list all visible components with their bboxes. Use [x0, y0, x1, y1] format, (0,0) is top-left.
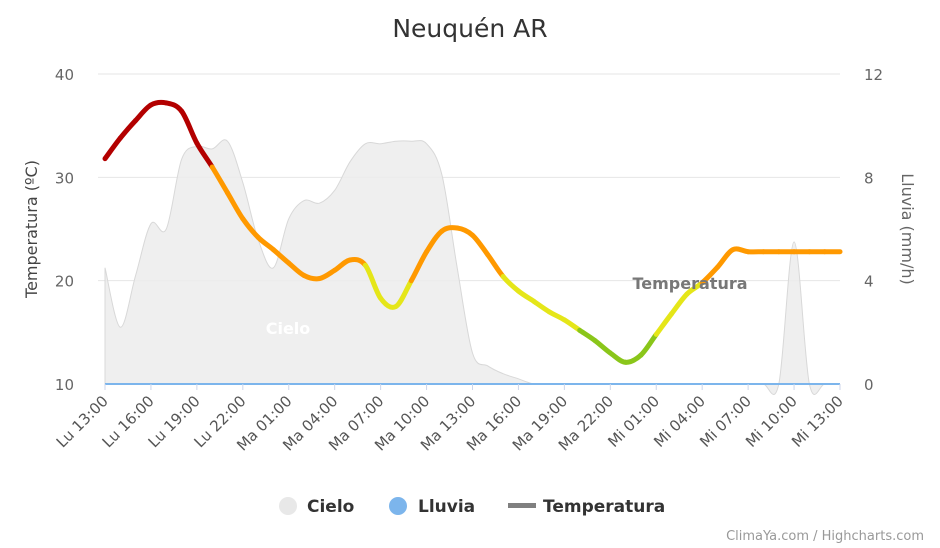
cielo-area-path: [104, 139, 840, 395]
y-left-tick-label: 20: [55, 273, 74, 291]
legend-label-temperatura: Temperatura: [543, 497, 665, 517]
temperatura-segment: [715, 247, 736, 270]
legend-symbol-lluvia: [389, 497, 407, 515]
y-right-tick-label: 12: [864, 66, 883, 84]
cielo-area: [104, 139, 840, 395]
temperatura-segment: [179, 108, 200, 146]
temperatura-segment: [102, 135, 123, 162]
temperatura-segment: [500, 274, 521, 294]
temperatura-segment: [133, 102, 154, 123]
temperatura-segment: [531, 298, 552, 315]
temperatura-segment: [592, 338, 613, 356]
temperatura-segment: [408, 249, 430, 284]
legend-item-lluvia[interactable]: Lluvia: [389, 497, 475, 517]
y-left-tick-label: 30: [55, 169, 74, 187]
y-axis-left-ticks: 10 20 30 40: [55, 66, 74, 394]
legend-label-lluvia: Lluvia: [418, 497, 475, 517]
y-right-tick-label: 0: [864, 376, 874, 394]
y-axis-left-label: Temperatura (ºC): [22, 160, 41, 299]
temperatura-line: [102, 99, 843, 365]
legend-symbol-cielo: [279, 497, 297, 515]
temperatura-segment: [561, 317, 583, 333]
y-axis-right-label: Lluvia (mm/h): [898, 173, 917, 285]
y-left-tick-label: 10: [55, 376, 74, 394]
legend-symbol-temperatura: [508, 503, 536, 508]
credits: ClimaYa.com / Highcharts.com: [726, 529, 924, 544]
series-label-temperatura: Temperatura: [632, 274, 747, 293]
temperatura-segment: [515, 288, 537, 304]
temperatura-segment: [485, 252, 506, 279]
chart-title: Neuquén AR: [392, 14, 547, 43]
legend-item-cielo[interactable]: Cielo: [279, 497, 354, 517]
temperatura-segment: [117, 118, 139, 141]
temperatura-segment: [546, 309, 567, 323]
y-left-tick-label: 40: [55, 66, 74, 84]
legend-item-temperatura[interactable]: Temperatura: [508, 497, 665, 517]
legend: Cielo Lluvia Temperatura: [279, 497, 665, 517]
series-label-cielo: Cielo: [266, 319, 311, 338]
y-right-tick-label: 4: [864, 273, 874, 291]
temperatura-segment: [393, 278, 414, 309]
temperatura-segment: [669, 291, 690, 317]
temperatura-segment: [577, 327, 598, 344]
temperatura-segment: [454, 225, 475, 238]
y-axis-right-ticks: 0 4 8 12: [864, 66, 883, 394]
temperatura-segment: [638, 331, 659, 358]
temperatura-segment: [607, 350, 629, 365]
temperatura-segment: [209, 164, 230, 196]
temperatura-segment: [653, 311, 675, 337]
temperatura-segment: [163, 100, 185, 114]
y-right-tick-label: 8: [864, 169, 874, 187]
temperatura-segment: [470, 232, 491, 258]
legend-label-cielo: Cielo: [307, 497, 354, 517]
temperatura-segment: [623, 352, 644, 365]
